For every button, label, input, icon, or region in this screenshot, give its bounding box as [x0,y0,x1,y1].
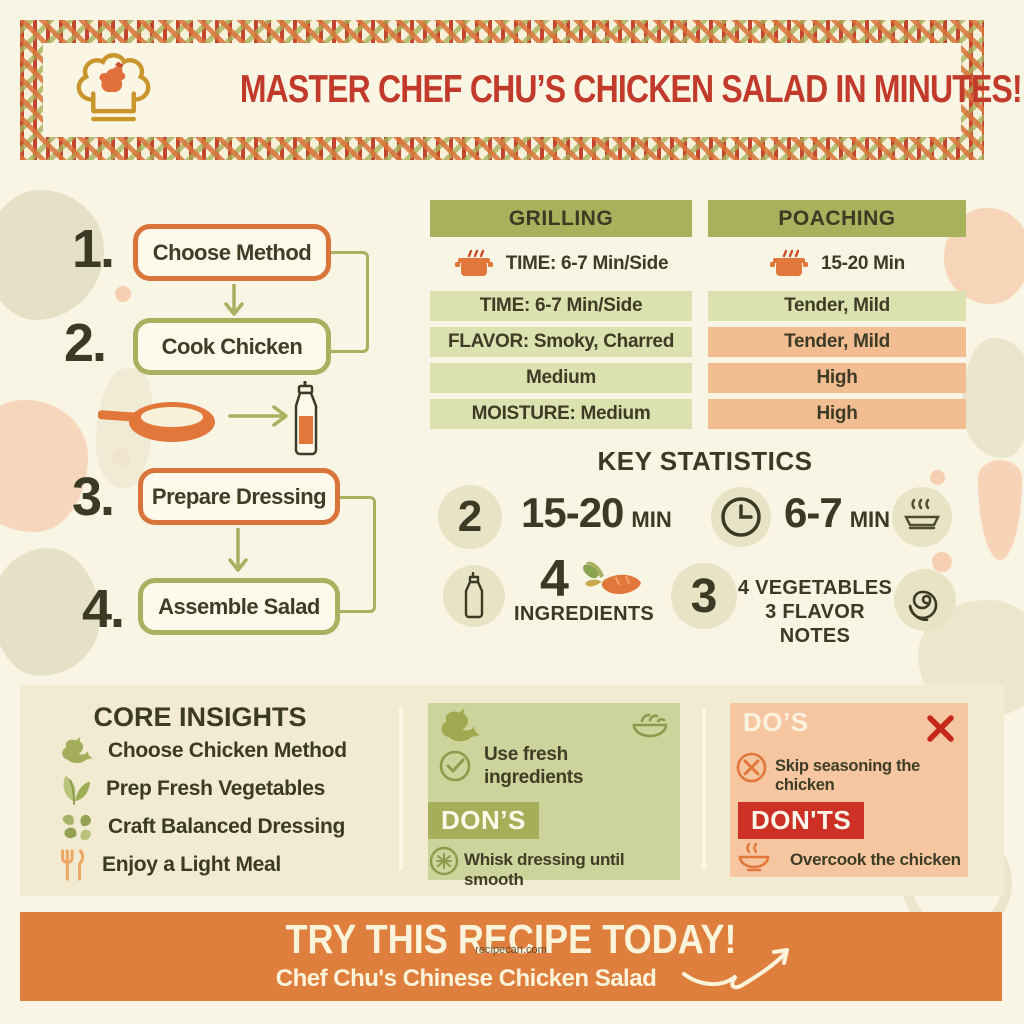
poaching-row-4: High [708,399,966,429]
poaching-row-3: High [708,363,966,393]
grilling-row-moisture: MOISTURE: Medium [430,399,692,429]
steam-bowl-icon [892,487,952,547]
whisk-icon [428,845,460,877]
bottle-icon [288,380,324,458]
hot-bowl-icon [736,841,772,875]
tip-use-fresh: Use fresh ingredients [484,744,584,788]
step-2-box: Cook Chicken [133,318,331,375]
key-statistics-title: KEY STATISTICS [597,446,813,476]
header-banner: MASTER CHEF CHU’S CHICKEN SALAD IN MINUT… [20,20,1023,160]
watermark: recipecan.com [475,944,547,956]
spiral-icon [894,569,956,631]
bg-dot-4 [932,552,952,572]
carrot-icon [580,556,644,602]
leaves-icon [58,812,94,842]
connector-3-4 [340,496,376,613]
stat-badge-3: 3 [671,563,737,629]
step-4-number: 4. [82,579,125,639]
tip-whisk-dressing: Whisk dressing until smooth [464,850,625,889]
chicken-icon [58,736,94,766]
circle-x-icon [735,751,768,784]
step-1-number: 1. [72,219,115,279]
grilling-row-flavor: FLAVOR: Smoky, Charred [430,327,692,357]
tips-panel-orange: DO’S Skip seasoning the chicken DON'TS O… [730,703,968,877]
tips-panel-green: Use fresh ingredients DON’S Whisk dressi… [428,703,680,889]
poaching-time-callout: 15-20 Min [821,253,905,274]
bg-carrot-leaves-right [962,338,1024,458]
divider-1 [399,708,403,870]
core-insights-list: Choose Chicken Method Prep Fresh Vegetab… [58,734,347,881]
grilling-icon-row: TIME: 6-7 Min/Side [430,243,692,285]
step-3-box: Prepare Dressing [138,468,340,525]
check-circle-icon [438,749,472,783]
step-3-number: 3. [72,467,115,527]
grilling-column: GRILLING TIME: 6-7 Min/Side TIME: 6-7 Mi… [430,200,692,429]
arrow-down-icon [224,284,244,318]
chicken-icon [436,707,482,745]
step-1-box: Choose Method [133,224,331,281]
bg-dot-1 [115,286,131,302]
stat-badge-2: 2 [438,485,502,549]
tip-skip-seasoning: Skip seasoning the chicken [775,757,920,794]
tip-overcook: Overcook the chicken [790,850,961,869]
fork-icon [58,848,88,881]
divider-2 [702,708,706,870]
poaching-column: POACHING 15-20 Min Tender, Mild Tender, … [708,200,966,429]
dons-label-green: DON’S [428,802,539,839]
poaching-row-1: Tender, Mild [708,291,966,321]
pot-icon [769,247,809,281]
leaf-icon [58,773,92,805]
pot-icon [454,247,494,281]
poaching-header: POACHING [708,200,966,237]
swoosh-arrow-icon [680,942,800,992]
grilling-header: GRILLING [430,200,692,237]
bg-dot-2 [112,448,130,466]
list-item: Craft Balanced Dressing [58,810,347,843]
step-4-box: Assemble Salad [138,578,340,635]
stat-15-20-min: 15-20 MIN [521,489,672,536]
grilling-row-time: TIME: 6-7 Min/Side [430,291,692,321]
cta-banner: TRY THIS RECIPE TODAY! recipecan.com Che… [20,912,1002,1001]
bottle-icon [443,565,505,627]
core-insights-title: CORE INSIGHTS [93,702,307,732]
salad-bowl-icon [630,709,670,743]
poaching-row-2: Tender, Mild [708,327,966,357]
bg-carrot-right [978,460,1022,560]
connector-1-2 [331,251,369,353]
stat-ingredients-label: INGREDIENTS [514,603,654,625]
list-item: Choose Chicken Method [58,734,347,767]
list-item: Enjoy a Light Meal [58,848,347,881]
x-icon [927,715,954,742]
clock-icon [711,487,771,547]
page-title: MASTER CHEF CHU’S CHICKEN SALAD IN MINUT… [239,68,1023,111]
cta-title: TRY THIS RECIPE TODAY! [285,916,737,962]
arrow-down-icon [228,528,248,574]
donts-label-orange: DON'TS [738,802,865,839]
chef-hat-icon [66,49,154,131]
grilling-time-callout: TIME: 6-7 Min/Side [505,253,669,274]
cta-subtitle: Chef Chu's Chinese Chicken Salad [275,965,657,992]
dos-label-orange: DO’S [743,707,809,737]
stat-vegetables-flavor: 4 VEGETABLES 3 FLAVOR NOTES [737,577,893,647]
arrow-right-icon [228,404,292,428]
stat-6-7-min: 6-7 MIN [784,489,891,536]
poaching-icon-row: 15-20 Min [708,243,966,285]
pan-icon [98,392,216,444]
stat-4-ingredients: 4 [540,549,644,609]
list-item: Prep Fresh Vegetables [58,772,347,805]
step-2-number: 2. [64,313,107,373]
grilling-row-effort: Medium [430,363,692,393]
